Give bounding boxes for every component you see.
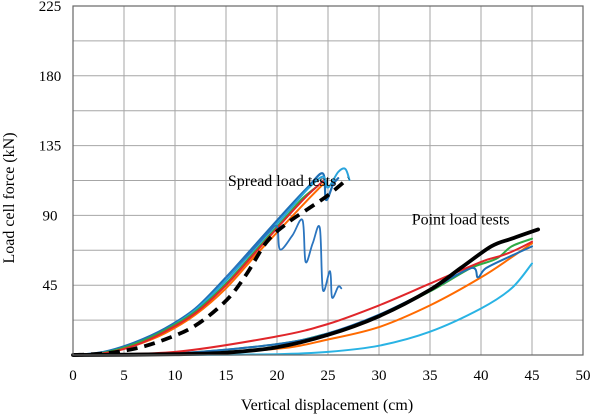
- series-line-point-5: [72, 240, 533, 356]
- x-tick-label: 35: [423, 368, 438, 384]
- x-axis-label: Vertical displacement (cm): [241, 397, 413, 414]
- series-layer: [71, 167, 540, 357]
- x-tick-label: 40: [474, 368, 489, 384]
- y-tick-label: 225: [39, 0, 62, 15]
- x-tick-label: 10: [168, 368, 183, 384]
- series-line-spread-1: [71, 172, 340, 357]
- plot-frame: [72, 5, 584, 356]
- y-tick-label: 90: [43, 208, 58, 224]
- tick-labels: 0 5 10 15 20 25 30 35 40 45 50 45 90 135 180 225: [39, 0, 591, 384]
- series-line-spread-6: [225, 218, 343, 299]
- y-tick-label: 45: [43, 278, 58, 294]
- x-tick-label: 25: [321, 368, 336, 384]
- x-tick-label: 5: [120, 368, 128, 384]
- x-tick-label: 15: [219, 368, 234, 384]
- annotations: Spread load tests Point load tests: [228, 173, 510, 229]
- y-tick-label: 180: [39, 69, 62, 85]
- x-tick-label: 45: [525, 368, 540, 384]
- annotation-label: Spread load tests: [228, 173, 336, 190]
- x-tick-label: 50: [576, 368, 591, 384]
- annotation-label: Point load tests: [412, 212, 510, 229]
- x-tick-label: 20: [270, 368, 285, 384]
- x-tick-label: 0: [69, 368, 77, 384]
- series-line-point-1: [174, 262, 533, 356]
- series-line-spread-3: [72, 184, 319, 356]
- series-line-point-average: [71, 227, 540, 357]
- y-tick-label: 135: [39, 139, 62, 155]
- y-axis-label: Load cell force (kN): [1, 132, 18, 263]
- series-line-spread-average: [72, 176, 350, 357]
- x-tick-label: 30: [372, 368, 387, 384]
